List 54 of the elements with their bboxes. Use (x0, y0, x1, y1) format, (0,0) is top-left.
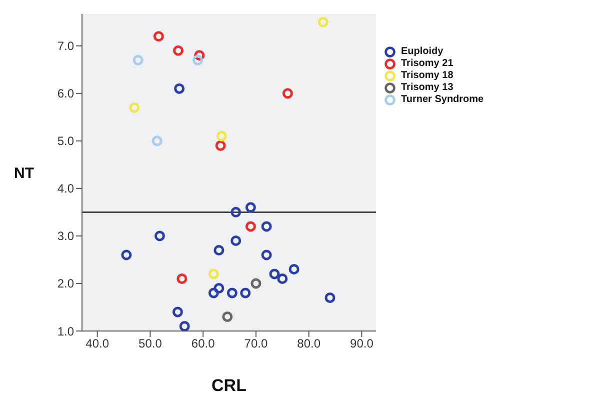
legend-label: Euploidy (401, 46, 444, 58)
point (240, 288, 251, 298)
legend-label: Trisomy 18 (401, 70, 454, 82)
point (153, 31, 164, 42)
x-tick-label: 90.0 (350, 336, 374, 351)
point (129, 102, 140, 113)
y-tick-label: 2.0 (57, 276, 74, 291)
point (208, 268, 219, 280)
legend-label: Trisomy 13 (401, 82, 454, 94)
point (230, 206, 242, 218)
y-tick-label: 5.0 (57, 134, 74, 148)
x-tick-label: 40.0 (86, 336, 110, 351)
point (261, 250, 272, 260)
point (179, 320, 190, 331)
point (288, 264, 300, 274)
legend-label: Trisomy 21 (401, 58, 454, 70)
point (324, 292, 336, 303)
point (176, 273, 188, 284)
point (192, 54, 204, 66)
x-axis-title: CRL (212, 376, 246, 396)
point (277, 273, 288, 284)
y-tick-label: 6.0 (57, 86, 74, 101)
point (132, 54, 144, 66)
x-tick-label: 70.0 (244, 336, 268, 351)
point (222, 311, 233, 322)
x-tick-label: 60.0 (191, 336, 216, 351)
point (282, 88, 293, 99)
point (152, 136, 162, 146)
point (172, 45, 184, 56)
y-tick-label: 3.0 (57, 229, 74, 244)
x-tick-label: 80.0 (297, 336, 321, 351)
point (121, 250, 132, 260)
point (261, 221, 272, 232)
point (226, 288, 238, 298)
y-tick-label: 1.0 (57, 324, 74, 338)
point (214, 282, 224, 294)
point (318, 16, 328, 28)
point (154, 230, 165, 242)
point (214, 244, 224, 256)
x-tick-label: 50.0 (138, 336, 162, 351)
point (174, 83, 185, 94)
y-tick-label: 4.0 (57, 182, 74, 196)
point (245, 202, 256, 213)
legend-label: Turner Syndrome (401, 94, 484, 106)
point (208, 288, 219, 298)
point (269, 268, 280, 280)
point (172, 306, 183, 318)
point (215, 140, 226, 151)
point (250, 278, 262, 289)
point (230, 235, 242, 246)
point (245, 221, 256, 232)
y-tick-label: 7.0 (57, 39, 74, 54)
y-axis-title: NT (14, 164, 34, 182)
point (216, 130, 227, 142)
